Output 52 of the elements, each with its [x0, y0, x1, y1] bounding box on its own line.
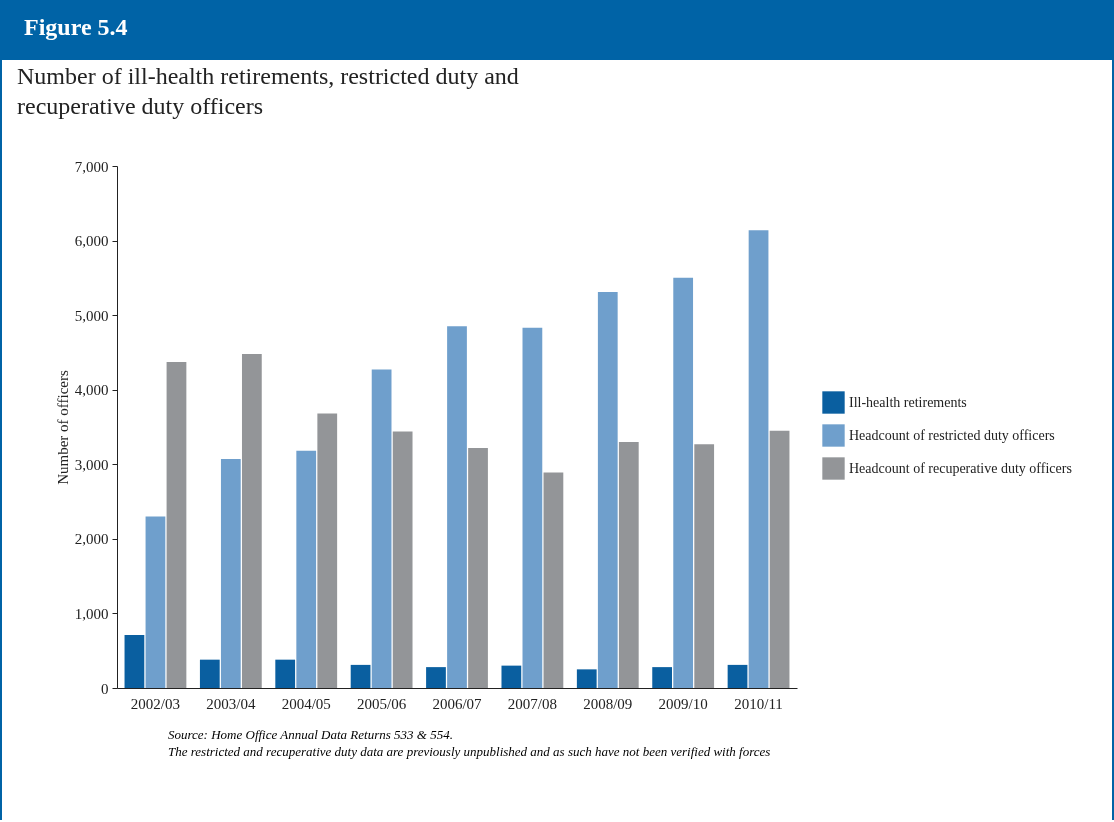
bar	[576, 669, 597, 688]
chart-title: Figure 5.4	[0, 0, 1114, 60]
legend-label: Ill-health retirements	[849, 394, 967, 410]
y-tick-label: 1,000	[74, 605, 109, 622]
bar	[501, 665, 522, 688]
y-tick-label: 3,000	[74, 456, 109, 473]
x-tick-label: 2007/08	[507, 695, 557, 712]
bar	[296, 450, 317, 688]
legend-label: Headcount of recuperative duty officers	[849, 460, 1072, 476]
y-tick-label: 5,000	[74, 307, 109, 324]
y-tick-label: 6,000	[74, 233, 109, 250]
bar	[727, 664, 748, 688]
source-note: Source: Home Office Annual Data Returns 533 & 554.	[168, 726, 454, 743]
bar	[769, 430, 790, 688]
x-tick-label: 2010/11	[734, 695, 783, 712]
bar	[317, 413, 338, 688]
bar	[543, 472, 564, 688]
legend-label: Headcount of restricted duty officers	[849, 427, 1055, 443]
bar	[199, 659, 220, 688]
bar	[220, 459, 241, 688]
x-tick-label: 2006/07	[432, 695, 483, 712]
x-tick-label: 2009/10	[658, 695, 708, 712]
y-tick-label: 7,000	[74, 158, 109, 175]
bar	[166, 362, 187, 688]
bar	[371, 369, 392, 688]
y-tick-label: 0	[101, 680, 109, 697]
bar	[145, 516, 166, 688]
bar	[522, 327, 543, 688]
x-tick-label: 2008/09	[583, 695, 633, 712]
bar	[597, 292, 618, 688]
chart-subtitle: Number of ill-health retirements, restricted duty and recuperative duty officers	[17, 63, 519, 119]
bar	[275, 659, 296, 688]
bar	[124, 635, 145, 688]
bar	[618, 441, 639, 688]
bar	[392, 431, 413, 688]
bar	[447, 326, 467, 688]
bar	[241, 353, 262, 688]
bar	[350, 664, 371, 688]
x-tick-label: 2004/05	[281, 695, 331, 712]
bar	[652, 667, 673, 688]
bar	[426, 667, 446, 688]
bar	[748, 230, 769, 688]
x-tick-label: 2002/03	[130, 695, 181, 712]
x-tick-label: 2003/04	[206, 695, 256, 712]
text: The restricted and recuperative duty data are previously unpublished and as such have not been verified with forces	[168, 743, 772, 760]
bar	[468, 447, 488, 688]
y-tick-label: 2,000	[74, 531, 109, 548]
y-axis-title: Number of officers	[54, 370, 71, 485]
bar	[673, 277, 694, 688]
bar	[694, 444, 715, 688]
y-tick-label: 4,000	[74, 382, 109, 399]
x-tick-label: 2005/06	[357, 695, 407, 712]
